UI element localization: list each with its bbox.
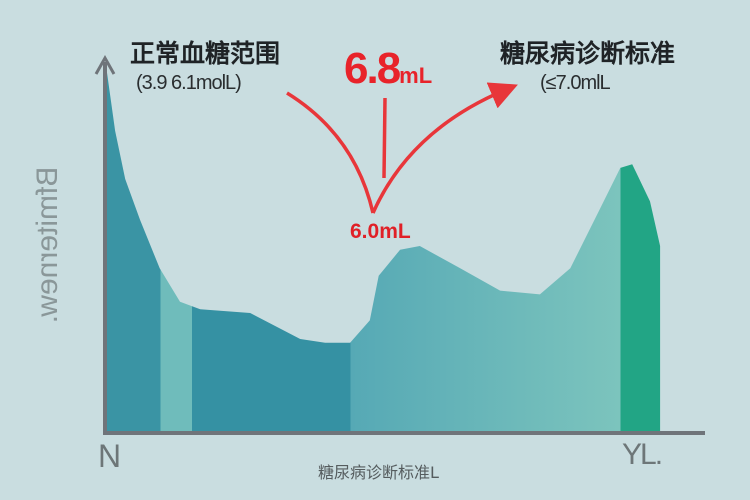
peak-unit: mL	[399, 63, 433, 88]
normal-range-value: (3.9 6.1molL)	[136, 72, 242, 94]
normal-range-title: 正常血糖范围	[130, 39, 281, 68]
x-tick-start: N	[98, 438, 122, 474]
peak-value: 6.8	[344, 44, 401, 93]
y-axis-arrow	[94, 54, 116, 75]
diagnosis-title: 糖尿病诊断标准	[500, 39, 676, 68]
diagnosis-value: (≤7.0mlL	[540, 72, 611, 94]
arrow-left-curve	[286, 91, 375, 214]
x-tick-end: YL.	[622, 438, 663, 471]
arrow-right-curve	[371, 82, 518, 214]
mid-annotation: 6.0mL	[350, 220, 411, 243]
x-axis-label: 糖尿病诊断标准L	[318, 463, 439, 482]
peak-annotation: 6.8mL	[344, 44, 432, 94]
y-axis-label: Bfmiternew.	[31, 166, 64, 324]
arrow-vertical	[382, 97, 387, 179]
series-area	[105, 71, 661, 432]
